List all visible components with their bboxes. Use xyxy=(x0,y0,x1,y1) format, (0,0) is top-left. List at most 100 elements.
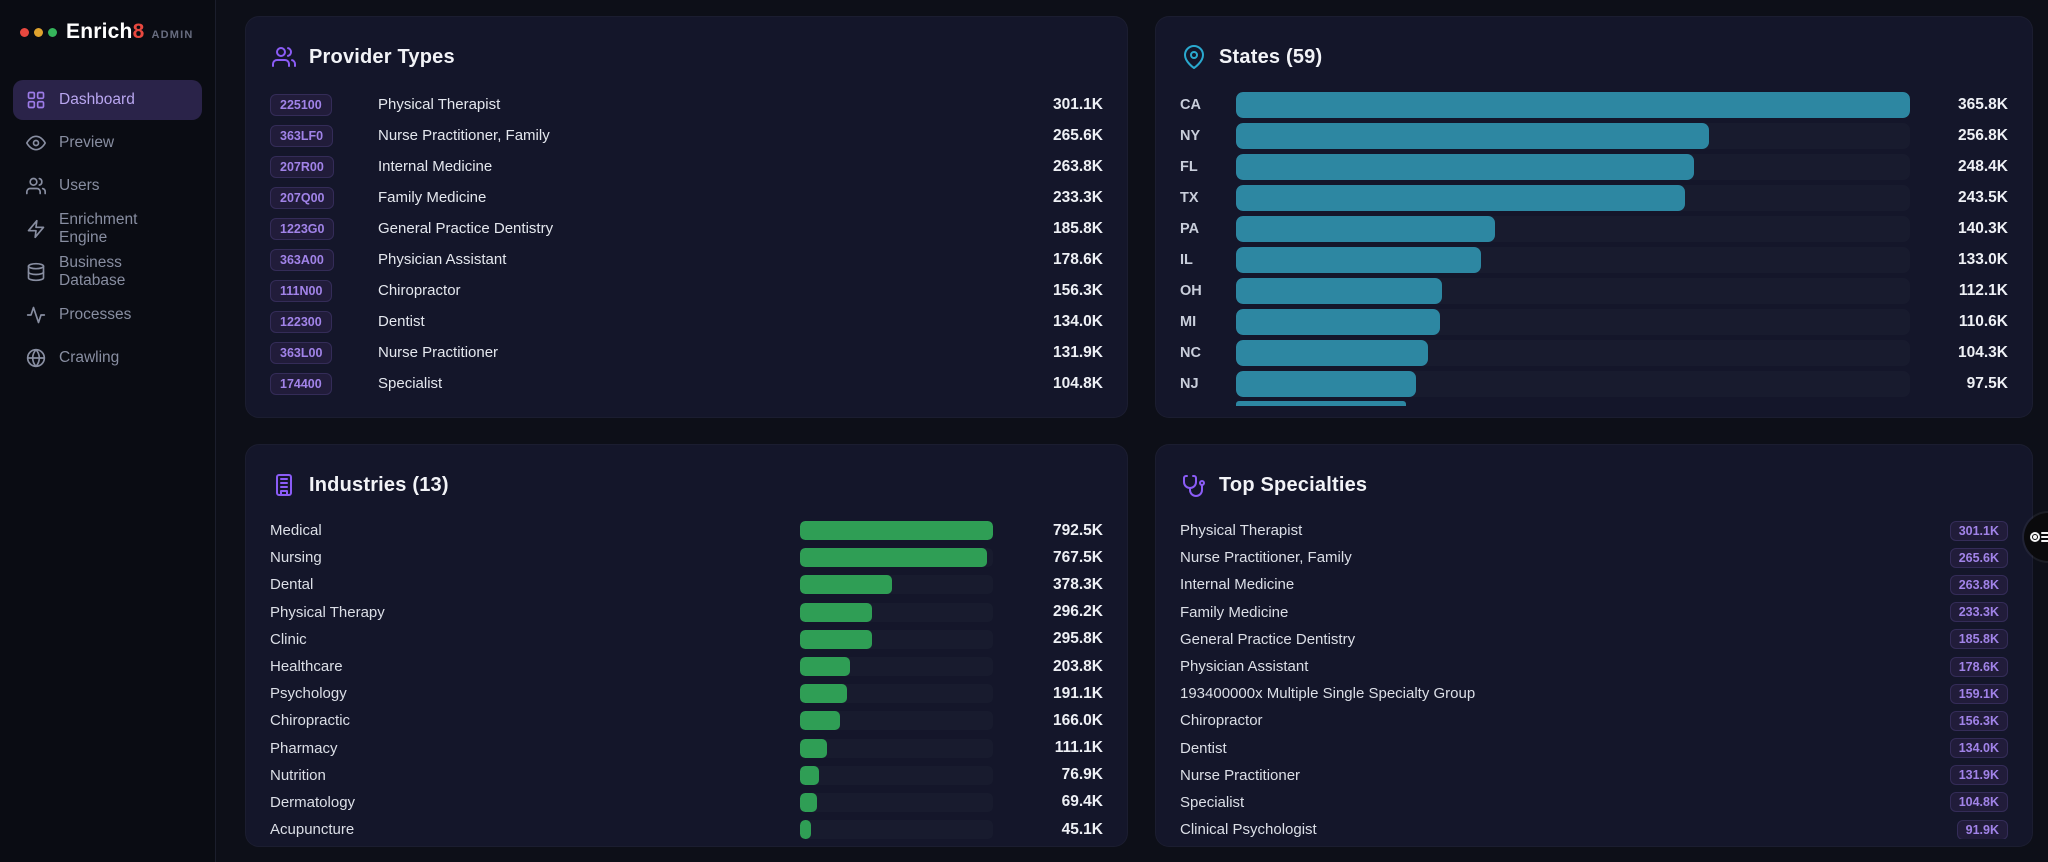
logo-dots-icon xyxy=(20,27,57,37)
provider-type-row: 207R00 Internal Medicine 263.8K xyxy=(270,151,1103,182)
industry-name: Psychology xyxy=(270,685,347,703)
sidebar-item-preview[interactable]: Preview xyxy=(13,123,202,163)
industry-value: 203.8K xyxy=(1053,657,1103,675)
specialty-value-badge: 159.1K xyxy=(1949,683,2008,704)
state-bar-fill xyxy=(1236,184,1685,211)
state-row: FL 248.4K xyxy=(1180,151,2008,182)
provider-type-row: 207Q00 Family Medicine 233.3K xyxy=(270,182,1103,213)
provider-type-row: 225100 Physical Therapist 301.1K xyxy=(270,89,1103,120)
provider-code-badge: 363A00 xyxy=(270,248,334,271)
state-label: NJ xyxy=(1180,375,1199,392)
provider-code-badge: 111N00 xyxy=(270,279,333,302)
main-content: Provider Types 225100 Physical Therapist 3… xyxy=(216,0,2048,847)
specialty-name: Nurse Practitioner xyxy=(1180,766,1301,784)
stethoscope-icon xyxy=(1183,475,1205,497)
industry-value: 792.5K xyxy=(1053,521,1103,539)
industry-bar-track xyxy=(800,629,993,649)
state-bar-track xyxy=(1236,308,1910,335)
specialty-value-badge: 104.8K xyxy=(1949,792,2008,813)
specialty-row: Nurse Practitioner, Family 265.6K xyxy=(1180,544,2008,571)
state-bar-track xyxy=(1236,215,1910,242)
sidebar-item-label: Business Database xyxy=(59,254,126,289)
industry-value: 295.8K xyxy=(1053,630,1103,648)
industry-bar-fill xyxy=(800,792,817,812)
industry-name: Pharmacy xyxy=(270,739,338,757)
state-label: NY xyxy=(1180,127,1201,144)
state-row: NC 104.3K xyxy=(1180,337,2008,368)
provider-name: Chiropractor xyxy=(378,282,461,299)
specialty-value-badge: 156.3K xyxy=(1949,710,2008,731)
provider-code-badge: 122300 xyxy=(270,310,332,333)
provider-code-badge: 207Q00 xyxy=(270,186,335,209)
industry-row: Psychology 191.1K xyxy=(270,680,1103,707)
industry-value: 296.2K xyxy=(1053,603,1103,621)
provider-type-row: 111N00 Chiropractor 156.3K xyxy=(270,275,1103,306)
industry-value: 767.5K xyxy=(1053,548,1103,566)
industry-row: Healthcare 203.8K xyxy=(270,653,1103,680)
state-label: FL xyxy=(1180,158,1198,175)
provider-code-badge: 225100 xyxy=(270,93,332,116)
specialty-value-badge: 185.8K xyxy=(1949,629,2008,650)
provider-code-badge: 174400 xyxy=(270,372,332,395)
sidebar-item-crawling[interactable]: Crawling xyxy=(13,338,202,378)
industry-bar-fill xyxy=(800,765,819,785)
provider-type-row: 363L00 Nurse Practitioner 131.9K xyxy=(270,337,1103,368)
top-specialties-title: Top Specialties xyxy=(1219,473,1368,496)
state-value: 133.0K xyxy=(1958,250,2008,268)
industry-row: Dermatology 69.4K xyxy=(270,789,1103,816)
provider-types-title: Provider Types xyxy=(309,45,455,68)
specialty-name: General Practice Dentistry xyxy=(1180,630,1356,648)
state-value: 243.5K xyxy=(1958,188,2008,206)
eye-icon xyxy=(26,135,46,151)
specialty-row: Clinical Psychologist 91.9K xyxy=(1180,816,2008,839)
industry-bar-track xyxy=(800,738,993,758)
state-bar-track xyxy=(1236,246,1910,273)
industry-bar-fill xyxy=(800,738,828,758)
state-bar-fill xyxy=(1236,91,1910,118)
sidebar-item-business-database[interactable]: Business Database xyxy=(13,252,202,292)
state-label: PA xyxy=(1180,220,1200,237)
specialty-value-badge: 134.0K xyxy=(1949,738,2008,759)
grid-icon xyxy=(27,91,45,109)
provider-value: 104.8K xyxy=(1053,374,1103,392)
provider-name: Internal Medicine xyxy=(378,158,493,175)
specialty-name: Internal Medicine xyxy=(1180,576,1295,594)
industry-value: 378.3K xyxy=(1053,575,1103,593)
industry-value: 45.1K xyxy=(1061,820,1103,838)
globe-icon xyxy=(26,348,46,368)
specialty-row: Physical Therapist 301.1K xyxy=(1180,517,2008,544)
database-icon xyxy=(27,262,45,282)
state-value: 248.4K xyxy=(1958,157,2008,175)
state-bar-track xyxy=(1236,91,1910,118)
sidebar-item-dashboard[interactable]: Dashboard xyxy=(13,80,202,120)
industry-bar-fill xyxy=(800,548,987,568)
state-row: MI 110.6K xyxy=(1180,306,2008,337)
specialty-name: 193400000x Multiple Single Specialty Gro… xyxy=(1180,685,1476,703)
state-bar-track xyxy=(1236,153,1910,180)
state-label: MI xyxy=(1180,313,1197,330)
industry-bar-fill xyxy=(800,575,893,595)
states-list: CA 365.8K NY 256.8K FL 248.4K TX 243.5K PA 140.3K… xyxy=(1180,89,2008,399)
sidebar-item-processes[interactable]: Processes xyxy=(13,295,202,335)
provider-value: 156.3K xyxy=(1053,281,1103,299)
industry-bar-track xyxy=(800,820,993,839)
sidebar-item-enrichment-engine[interactable]: Enrichment Engine xyxy=(13,209,202,249)
top-specialties-list: Physical Therapist 301.1K Nurse Practition… xyxy=(1180,517,2008,839)
states-title: States (59) xyxy=(1219,45,1323,68)
industry-row: Nursing 767.5K xyxy=(270,544,1103,571)
sidebar-item-users[interactable]: Users xyxy=(13,166,202,206)
provider-type-row: 363A00 Physician Assistant 178.6K xyxy=(270,244,1103,275)
provider-code-badge: 363L00 xyxy=(270,341,333,364)
sidebar-item-label: Crawling xyxy=(59,349,120,366)
state-bar-fill xyxy=(1236,339,1429,366)
industry-value: 76.9K xyxy=(1061,766,1103,784)
industry-row: Pharmacy 111.1K xyxy=(270,735,1103,762)
sidebar-nav: Dashboard Preview Users Enrichment Engine Bu… xyxy=(0,80,215,378)
provider-value: 131.9K xyxy=(1053,343,1103,361)
state-label: OH xyxy=(1180,282,1202,299)
industries-title: Industries (13) xyxy=(309,473,449,496)
specialty-name: Physical Therapist xyxy=(1180,522,1303,540)
state-row: CA 365.8K xyxy=(1180,89,2008,120)
specialty-value-badge: 265.6K xyxy=(1949,547,2008,568)
industry-row: Physical Therapy 296.2K xyxy=(270,599,1103,626)
